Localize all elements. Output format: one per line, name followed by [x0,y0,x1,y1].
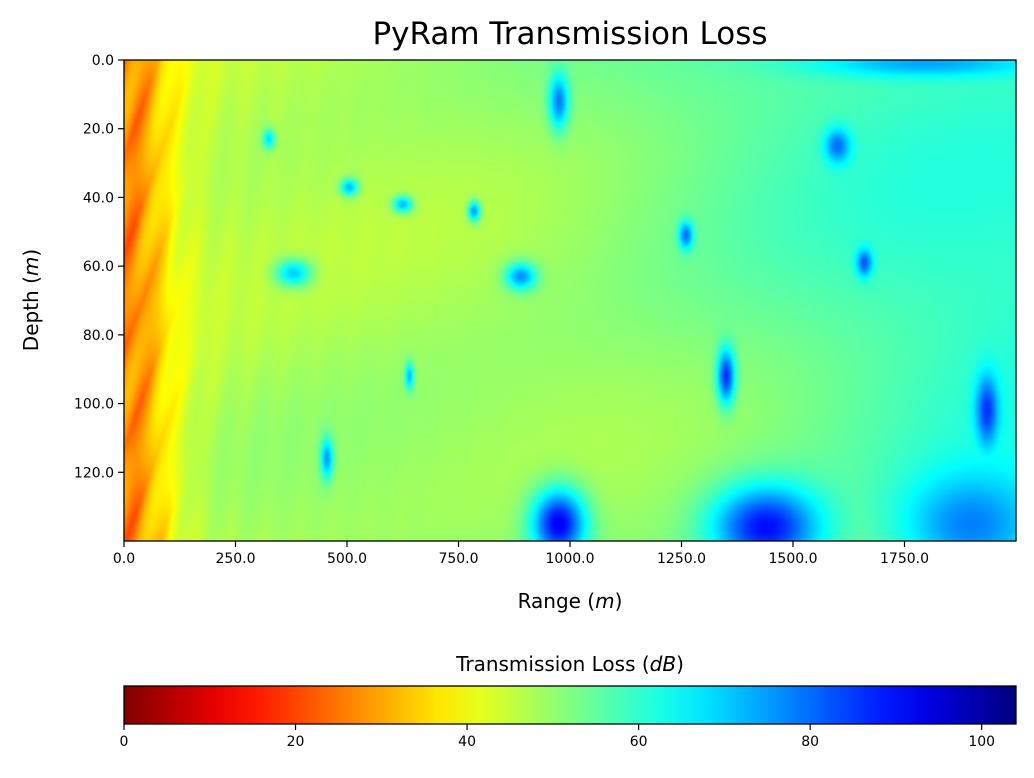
y-tick-label: 120.0 [74,465,114,481]
colorbar-tick-label: 0 [120,734,129,750]
colorbar-title: Transmission Loss (dB) [455,652,684,676]
x-tick-label: 500.0 [327,551,367,567]
x-tick-label: 1500.0 [769,551,818,567]
x-tick-label: 1000.0 [546,551,595,567]
colorbar-tick-label: 80 [801,734,819,750]
x-axis: 0.0 250.0 500.0 750.0 1000.0 1250.0 1500.0 1750… [113,541,929,567]
y-tick-label: 20.0 [83,122,114,138]
plot-area [123,59,1017,542]
x-tick-label: 0.0 [113,551,135,567]
colorbar-axis: 0 20 40 60 80 100 [120,724,995,750]
colorbar-tick-label: 20 [287,734,305,750]
y-tick-label: 80.0 [83,328,114,344]
x-axis-label: Range (m) [518,589,623,613]
x-tick-label: 250.0 [215,551,255,567]
chart-title: PyRam Transmission Loss [372,16,767,52]
y-axis: 0.0 20.0 40.0 60.0 80.0 100.0 120.0 [74,53,124,481]
y-tick-label: 40.0 [83,190,114,206]
y-tick-label: 0.0 [92,53,114,69]
colorbar-tick-label: 40 [458,734,476,750]
heatmap-image [124,60,1016,541]
y-tick-label: 60.0 [83,259,114,275]
x-tick-label: 750.0 [438,551,478,567]
x-tick-label: 1250.0 [657,551,706,567]
colorbar-tick-label: 60 [630,734,648,750]
colorbar [123,685,1017,725]
colorbar-tick-label: 100 [968,734,995,750]
x-tick-label: 1750.0 [880,551,929,567]
y-tick-label: 100.0 [74,397,114,413]
y-axis-label: Depth (m) [19,249,43,351]
